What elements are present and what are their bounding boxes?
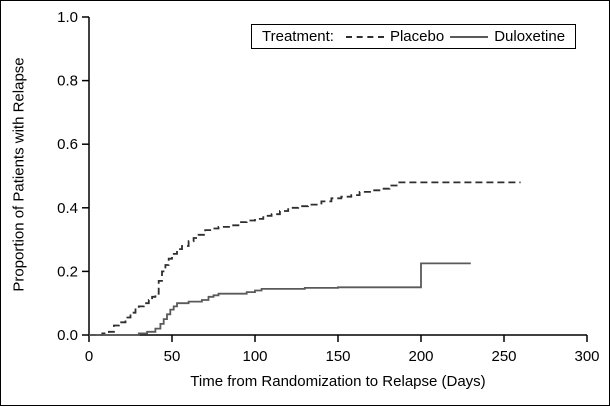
y-axis-label: Proportion of Patients with Relapse	[10, 57, 28, 292]
series-duloxetine	[89, 262, 471, 336]
x-tick-label: 0	[85, 348, 93, 365]
x-tick-label: 300	[574, 348, 599, 365]
x-tick-label: 150	[325, 348, 350, 365]
legend-label-duloxetine: Duloxetine	[494, 28, 566, 45]
x-axis-label: Time from Randomization to Relapse (Days…	[190, 373, 486, 390]
y-tick-label: 0.2	[57, 263, 78, 280]
y-tick-label: 0.0	[57, 327, 78, 344]
y-tick-label: 1.0	[57, 9, 78, 26]
x-tick-label: 200	[408, 348, 433, 365]
y-tick-label: 0.6	[57, 136, 78, 153]
y-tick-label: 0.4	[57, 200, 78, 217]
x-tick-label: 250	[491, 348, 516, 365]
y-tick-label: 0.8	[57, 73, 78, 90]
placebo-line-sample-icon	[345, 35, 384, 38]
x-tick-label: 100	[242, 348, 267, 365]
legend-title: Treatment:	[262, 28, 334, 45]
legend-label-placebo: Placebo	[389, 28, 445, 45]
series-placebo	[89, 181, 521, 336]
duloxetine-line-sample-icon	[450, 35, 489, 38]
x-tick-label: 50	[164, 348, 181, 365]
chart-legend: Treatment: Placebo Duloxetine	[251, 24, 577, 49]
